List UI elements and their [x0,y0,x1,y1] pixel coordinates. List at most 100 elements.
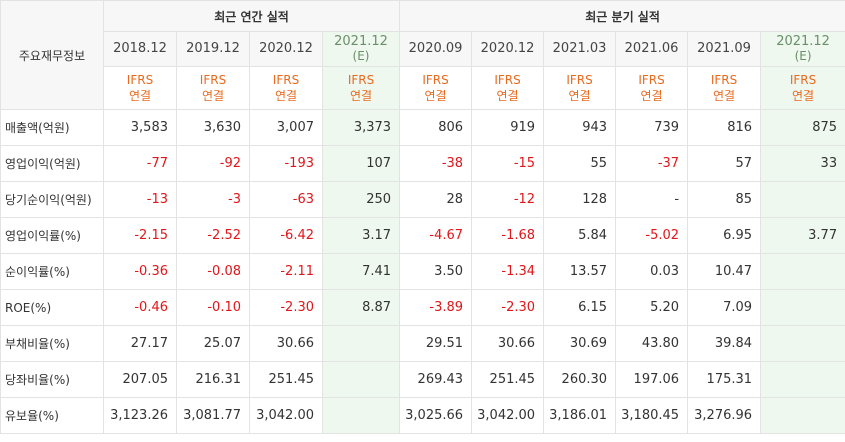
table-cell: 3.17 [321,217,401,254]
ifrs-label: IFRS [494,72,521,87]
table-cell [760,397,845,434]
period-label: 2020.09 [408,40,463,56]
ifrs-basis-header: IFRS 연결 [249,66,323,110]
table-cell: -92 [176,145,250,182]
ifrs-basis-header: IFRS 연결 [543,66,617,110]
table-cell: -4.67 [399,217,473,254]
table-cell: 919 [471,109,545,146]
basis-label: 연결 [128,89,152,103]
estimate-tag: (E) [794,48,812,63]
table-cell: 8.87 [321,289,401,326]
table-cell: -0.36 [103,253,177,290]
table-cell: 3.77 [760,217,845,254]
table-cell [321,397,401,434]
table-cell: -3 [176,181,250,218]
table-cell: 57 [687,145,762,182]
row-label: 부채비율(%) [0,325,104,362]
table-cell: 251.45 [249,361,323,398]
table-cell: 250 [321,181,401,218]
basis-label: 연결 [349,89,373,103]
table-cell: 816 [687,109,762,146]
table-cell: -2.30 [471,289,545,326]
basis-label: 연결 [713,89,736,103]
ifrs-label: IFRS [422,72,449,87]
basis-label: 연결 [792,89,815,103]
table-cell: 13.57 [543,253,617,290]
table-row: 영업이익률(%) -2.15 -2.52 -6.42 3.17 -4.67 -1.68 5.8… [0,217,845,254]
table-cell: -2.15 [103,217,177,254]
table-cell: 207.05 [103,361,177,398]
table-cell: -2.52 [176,217,250,254]
table-cell: -12 [471,181,545,218]
table-cell: -63 [249,181,323,218]
row-label: 당기순이익(억원) [0,181,104,218]
table-cell: 5.20 [615,289,689,326]
ifrs-label: IFRS [126,72,154,87]
table-cell: 10.47 [687,253,762,290]
table-cell: 739 [615,109,689,146]
ifrs-label: IFRS [347,72,375,87]
table-cell [760,289,845,326]
row-label: 영업이익(억원) [0,145,104,182]
table-cell: 29.51 [399,325,473,362]
table-cell: 3,042.00 [249,397,323,434]
period-header: 2018.12 [103,31,177,67]
table-row: 매출액(억원) 3,583 3,630 3,007 3,373 806 919 943 739 8… [0,109,845,146]
table-cell: -2.30 [249,289,323,326]
period-header: 2020.12 [471,31,545,67]
table-cell [760,181,845,218]
table-cell: 251.45 [471,361,545,398]
basis-label: 연결 [496,89,519,103]
row-label: ROE(%) [0,289,104,326]
table-cell: - [615,181,689,218]
table-cell [321,361,401,398]
table-cell: 260.30 [543,361,617,398]
table-cell: 3,373 [321,109,401,146]
ifrs-header-row: IFRS 연결 IFRS 연결 IFRS 연결 IFRS 연결 IFRS 연결 IFRS 연결 IFRS… [1,66,845,110]
ifrs-label: IFRS [199,72,227,87]
table-cell: 30.69 [543,325,617,362]
table-cell: 27.17 [103,325,177,362]
ifrs-basis-header: IFRS 연결 [760,66,845,110]
estimate-tag: (E) [352,48,370,63]
basis-label: 연결 [424,89,447,103]
table-cell: 0.03 [615,253,689,290]
table-cell: 107 [321,145,401,182]
table-cell: -38 [399,145,473,182]
table-cell: -2.11 [249,253,323,290]
table-cell: -193 [249,145,323,182]
table-cell: 7.41 [321,253,401,290]
table-cell: 3,081.77 [176,397,250,434]
period-label: 2018.12 [113,40,167,56]
period-label: 2021.09 [697,40,751,56]
table-cell: -5.02 [615,217,689,254]
table-row: 당기순이익(억원) -13 -3 -63 250 28 -12 128-85 [0,181,845,218]
table-row: 영업이익(억원) -77 -92 -193 107 -38 -15 55 -37 57 33 [0,145,845,182]
basis-label: 연결 [568,89,591,103]
ifrs-basis-header: IFRS 연결 [321,66,401,110]
table-cell: -1.68 [471,217,545,254]
table-cell: 33 [760,145,845,182]
basis-label: 연결 [274,89,298,103]
table-cell: 3,583 [103,109,177,146]
table-cell: 55 [543,145,617,182]
table-cell: -0.08 [176,253,250,290]
table-body: 매출액(억원) 3,583 3,630 3,007 3,373 806 919 943 739 8… [0,109,845,434]
table-cell: 30.66 [249,325,323,362]
ifrs-label: IFRS [566,72,593,87]
period-header-row: 2018.12 2019.12 2020.12 2021.12 (E) 2020.09 20… [1,31,845,67]
ifrs-basis-header: IFRS 연결 [103,66,177,110]
table-cell: 7.09 [687,289,762,326]
row-label: 영업이익률(%) [0,217,104,254]
table-cell: 175.31 [687,361,762,398]
ifrs-basis-header: IFRS 연결 [399,66,473,110]
period-header: 2021.09 [687,31,762,67]
table-row: 부채비율(%) 27.17 25.07 30.66 29.51 30.66 30.69 43.… [0,325,845,362]
table-row: ROE(%) -0.46 -0.10 -2.30 8.87 -3.89 -2.30 6.15 5… [0,289,845,326]
table-cell [760,325,845,362]
table-cell: 3,025.66 [399,397,473,434]
table-cell: 5.84 [543,217,617,254]
ifrs-label: IFRS [638,72,665,87]
table-cell [760,253,845,290]
